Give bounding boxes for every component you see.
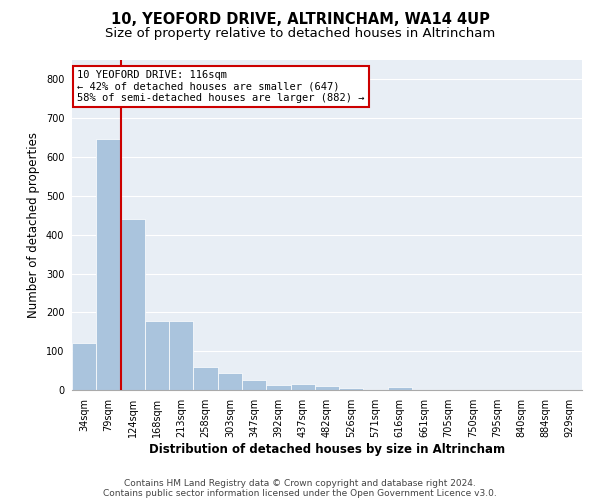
X-axis label: Distribution of detached houses by size in Altrincham: Distribution of detached houses by size … bbox=[149, 442, 505, 456]
Bar bbox=[145, 321, 169, 390]
Text: 10, YEOFORD DRIVE, ALTRINCHAM, WA14 4UP: 10, YEOFORD DRIVE, ALTRINCHAM, WA14 4UP bbox=[110, 12, 490, 28]
Y-axis label: Number of detached properties: Number of detached properties bbox=[28, 132, 40, 318]
Bar bbox=[266, 384, 290, 390]
Bar bbox=[388, 388, 412, 390]
Bar bbox=[242, 380, 266, 390]
Bar bbox=[121, 219, 145, 390]
Bar bbox=[72, 344, 96, 390]
Text: Contains HM Land Registry data © Crown copyright and database right 2024.: Contains HM Land Registry data © Crown c… bbox=[124, 478, 476, 488]
Text: 10 YEOFORD DRIVE: 116sqm
← 42% of detached houses are smaller (647)
58% of semi-: 10 YEOFORD DRIVE: 116sqm ← 42% of detach… bbox=[77, 70, 365, 103]
Bar bbox=[218, 374, 242, 390]
Bar bbox=[290, 384, 315, 390]
Bar bbox=[339, 388, 364, 390]
Text: Size of property relative to detached houses in Altrincham: Size of property relative to detached ho… bbox=[105, 28, 495, 40]
Text: Contains public sector information licensed under the Open Government Licence v3: Contains public sector information licen… bbox=[103, 488, 497, 498]
Bar bbox=[193, 368, 218, 390]
Bar bbox=[96, 139, 121, 390]
Bar bbox=[169, 321, 193, 390]
Bar bbox=[315, 386, 339, 390]
